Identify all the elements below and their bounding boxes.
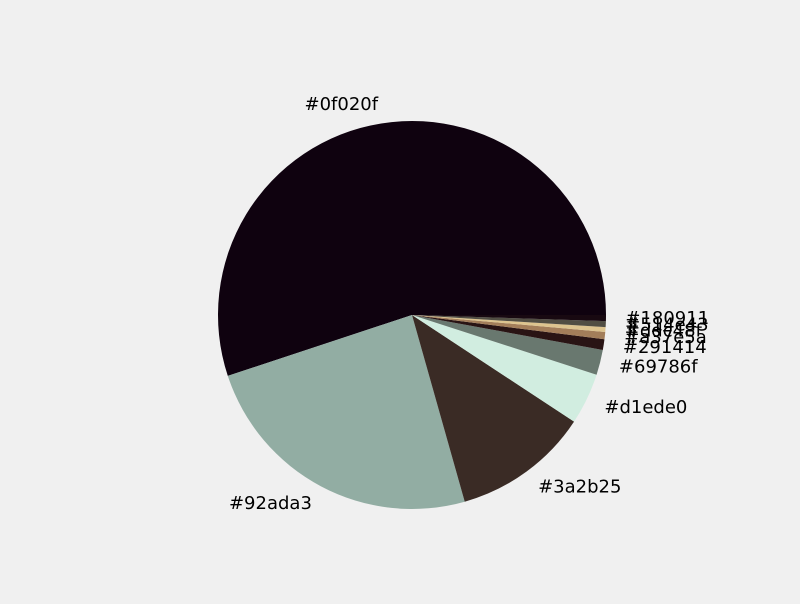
pie-slice-label: #0f020f [305, 94, 379, 115]
pie-slice [412, 315, 606, 328]
pie-slice-label: #514e43 [625, 315, 708, 336]
pie-slice [227, 315, 465, 509]
pie-slice-label: #ddc48f [625, 321, 703, 342]
pie-labels: #0f020f #92ada3 #3a2b25 #d1ede0 #69786f#2914… [229, 94, 709, 514]
pie-slice [412, 315, 597, 422]
pie-slice [218, 120, 607, 376]
pie-slice [412, 315, 605, 351]
pie-slice [412, 315, 606, 340]
pie-slices [218, 120, 607, 509]
pie-slice-label: #a37e5a [624, 327, 707, 348]
pie-slice-label: #3a2b25 [538, 477, 621, 498]
pie-slice [412, 315, 607, 322]
pie-slice [412, 315, 575, 502]
pie-slice [412, 315, 606, 332]
pie-slice-label: #69786f [619, 357, 698, 378]
pie-slice-label: #291414 [623, 337, 707, 358]
pie-slice-label: #180911 [625, 308, 709, 329]
pie-slice [412, 315, 603, 375]
pie-slice-label: #d1ede0 [604, 397, 687, 418]
pie-slice-label: #92ada3 [229, 493, 312, 514]
